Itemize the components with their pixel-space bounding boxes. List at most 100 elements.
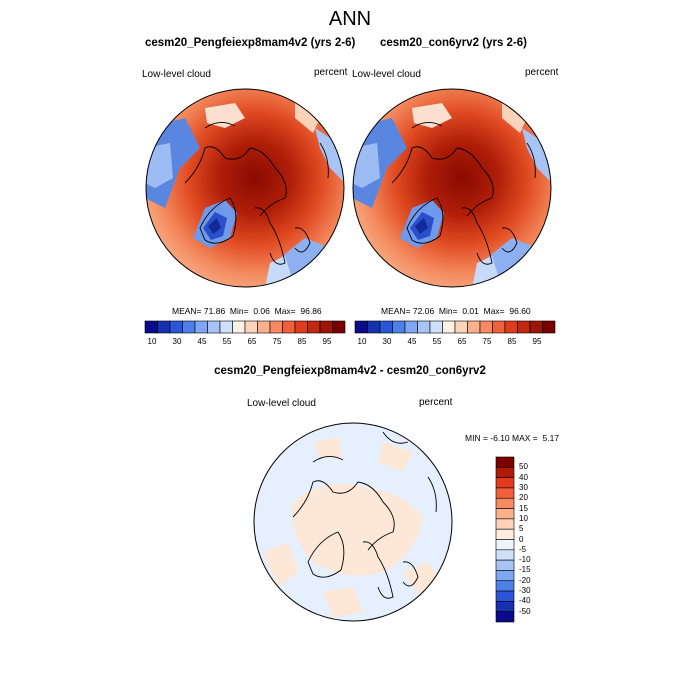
colorbar-tick-label: 30: [172, 337, 182, 346]
colorbar-swatch: [542, 320, 556, 334]
colorbar-swatch: [442, 320, 456, 334]
colorbar-swatch: [495, 528, 515, 540]
colorbar-tick-label: 30: [382, 337, 392, 346]
colorbar-swatch: [332, 320, 346, 334]
colorbar-swatch: [379, 320, 393, 334]
colorbar-swatch: [467, 320, 481, 334]
colorbar-tick-label: 95: [532, 337, 542, 346]
colorbar-tick-label: 40: [519, 472, 528, 482]
colorbar-tick-label: -40: [519, 596, 531, 606]
diff-stats: MIN = -6.10 MAX = 5.17: [465, 433, 560, 443]
colorbar-tick-label: 10: [519, 513, 528, 523]
colorbar-panel-2-ticks: 10 30 45 55 65 75 85 95: [355, 337, 555, 349]
colorbar-swatch: [294, 320, 308, 334]
colorbar-swatch: [495, 539, 515, 551]
colorbar-swatch: [504, 320, 518, 334]
colorbar-tick-label: 45: [197, 337, 207, 346]
colorbar-panel-2: [354, 320, 556, 334]
colorbar-tick-label: 20: [519, 493, 528, 503]
colorbar-swatch: [492, 320, 506, 334]
panel-2-variable-label: Low-level cloud: [352, 69, 421, 80]
colorbar-swatch: [454, 320, 468, 334]
colorbar-tick-label: 75: [482, 337, 492, 346]
colorbar-swatch: [182, 320, 196, 334]
colorbar-tick-label: -5: [519, 544, 527, 554]
colorbar-panel-1: [144, 320, 346, 334]
colorbar-swatch: [429, 320, 443, 334]
colorbar-swatch: [479, 320, 493, 334]
colorbar-swatch: [417, 320, 431, 334]
colorbar-tick-label: 30: [519, 482, 528, 492]
colorbar-tick-label: -10: [519, 555, 531, 565]
colorbar-tick-label: 65: [247, 337, 257, 346]
colorbar-swatch: [194, 320, 208, 334]
colorbar-swatch: [529, 320, 543, 334]
colorbar-diff: [495, 456, 515, 623]
colorbar-tick-label: 85: [297, 337, 307, 346]
panel-1-stats: MEAN= 71.86 Min= 0.06 Max= 96.86: [172, 306, 322, 316]
colorbar-tick-label: -20: [519, 575, 531, 585]
colorbar-diff-ticks: 50 40 30 20 15 10 5 0 -5 -10 -15 -20 -30 -40 -50: [517, 457, 557, 622]
diff-variable-label: Low-level cloud: [247, 398, 316, 409]
colorbar-swatch: [495, 559, 515, 571]
colorbar-swatch: [367, 320, 381, 334]
colorbar-tick-label: 45: [407, 337, 417, 346]
panel-2-units-label: percent: [525, 67, 559, 78]
colorbar-swatch: [404, 320, 418, 334]
colorbar-swatch: [219, 320, 233, 334]
colorbar-tick-label: -30: [519, 586, 531, 596]
colorbar-swatch: [495, 487, 515, 499]
page-title: ANN: [328, 8, 372, 30]
colorbar-tick-label: 5: [519, 524, 524, 534]
colorbar-swatch: [495, 497, 515, 509]
colorbar-swatch: [244, 320, 258, 334]
panel-1-variable-label: Low-level cloud: [142, 69, 211, 80]
map-panel-1: [145, 88, 345, 288]
colorbar-swatch: [495, 477, 515, 489]
colorbar-swatch: [495, 601, 515, 612]
panel-2-title: cesm20_con6yrv2 (yrs 2-6): [379, 37, 528, 49]
colorbar-tick-label: 65: [457, 337, 467, 346]
colorbar-swatch: [207, 320, 221, 334]
diff-panel-title: cesm20_Pengfeiexp8mam4v2 - cesm20_con6yr…: [214, 365, 486, 377]
colorbar-swatch: [257, 320, 271, 334]
colorbar-swatch: [232, 320, 246, 334]
colorbar-tick-label: 10: [357, 337, 367, 346]
colorbar-tick-label: 50: [519, 462, 528, 472]
panel-1-units-label: percent: [314, 67, 348, 78]
colorbar-swatch: [495, 549, 515, 561]
colorbar-swatch: [495, 590, 515, 602]
map-diff: [253, 422, 453, 622]
colorbar-swatch: [495, 467, 515, 478]
colorbar-swatch: [495, 611, 515, 623]
colorbar-tick-label: 95: [322, 337, 332, 346]
colorbar-swatch: [495, 570, 515, 582]
diff-units-label: percent: [419, 397, 453, 408]
colorbar-panel-1-ticks: 10 30 45 55 65 75 85 95: [145, 337, 345, 349]
colorbar-tick-label: -15: [519, 565, 531, 575]
panel-2-stats: MEAN= 72.06 Min= 0.01 Max= 96.60: [381, 306, 531, 316]
colorbar-tick-label: 10: [147, 337, 157, 346]
colorbar-swatch: [269, 320, 283, 334]
colorbar-swatch: [169, 320, 183, 334]
colorbar-swatch: [495, 518, 515, 530]
colorbar-swatch: [157, 320, 171, 334]
colorbar-swatch: [392, 320, 406, 334]
colorbar-swatch: [517, 320, 531, 334]
colorbar-swatch: [495, 508, 515, 520]
colorbar-swatch: [354, 320, 368, 334]
colorbar-tick-label: -50: [519, 606, 531, 616]
colorbar-tick-label: 85: [507, 337, 517, 346]
colorbar-tick-label: 75: [272, 337, 282, 346]
colorbar-swatch: [282, 320, 296, 334]
colorbar-swatch: [495, 580, 515, 592]
panel-1-title: cesm20_Pengfeiexp8mam4v2 (yrs 2-6): [145, 37, 356, 49]
colorbar-swatch: [144, 320, 158, 334]
colorbar-tick-label: 55: [222, 337, 232, 346]
colorbar-tick-label: 15: [519, 503, 528, 513]
colorbar-swatch: [307, 320, 321, 334]
colorbar-tick-label: 0: [519, 534, 524, 544]
colorbar-swatch: [319, 320, 333, 334]
colorbar-tick-label: 55: [432, 337, 442, 346]
map-panel-2: [352, 88, 552, 288]
